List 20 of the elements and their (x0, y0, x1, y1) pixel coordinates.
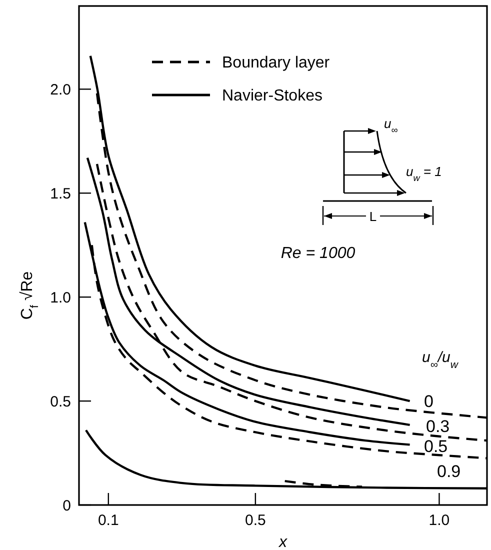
x-tick-label: 0.1 (98, 512, 119, 529)
y-tick-label: 0.5 (50, 393, 71, 410)
y-tick-label: 2.0 (50, 81, 71, 98)
annotation: 0 (424, 392, 434, 411)
y-tick-label: 0 (62, 497, 71, 514)
legend-label: Navier-Stokes (222, 88, 322, 105)
annotation: 0.9 (437, 462, 461, 481)
annotation: 0.3 (426, 417, 450, 436)
annotation: u$_{∞}$/u$_{w}$ (422, 349, 460, 371)
annotation: L (369, 209, 377, 224)
y-tick-label: 1.0 (50, 289, 71, 306)
annotation: 0.5 (424, 437, 448, 456)
x-tick-label: 1.0 (428, 512, 450, 529)
legend-label: Boundary layer (222, 54, 330, 72)
y-tick-label: 1.5 (50, 185, 71, 202)
annotation: u$_{∞}$ (384, 116, 398, 135)
annotation: Re = 1000 (280, 245, 356, 262)
x-axis-title: x (278, 534, 288, 550)
annotation: u$_{w}$ = 1 (406, 164, 442, 183)
x-tick-label: 0.5 (245, 512, 266, 529)
